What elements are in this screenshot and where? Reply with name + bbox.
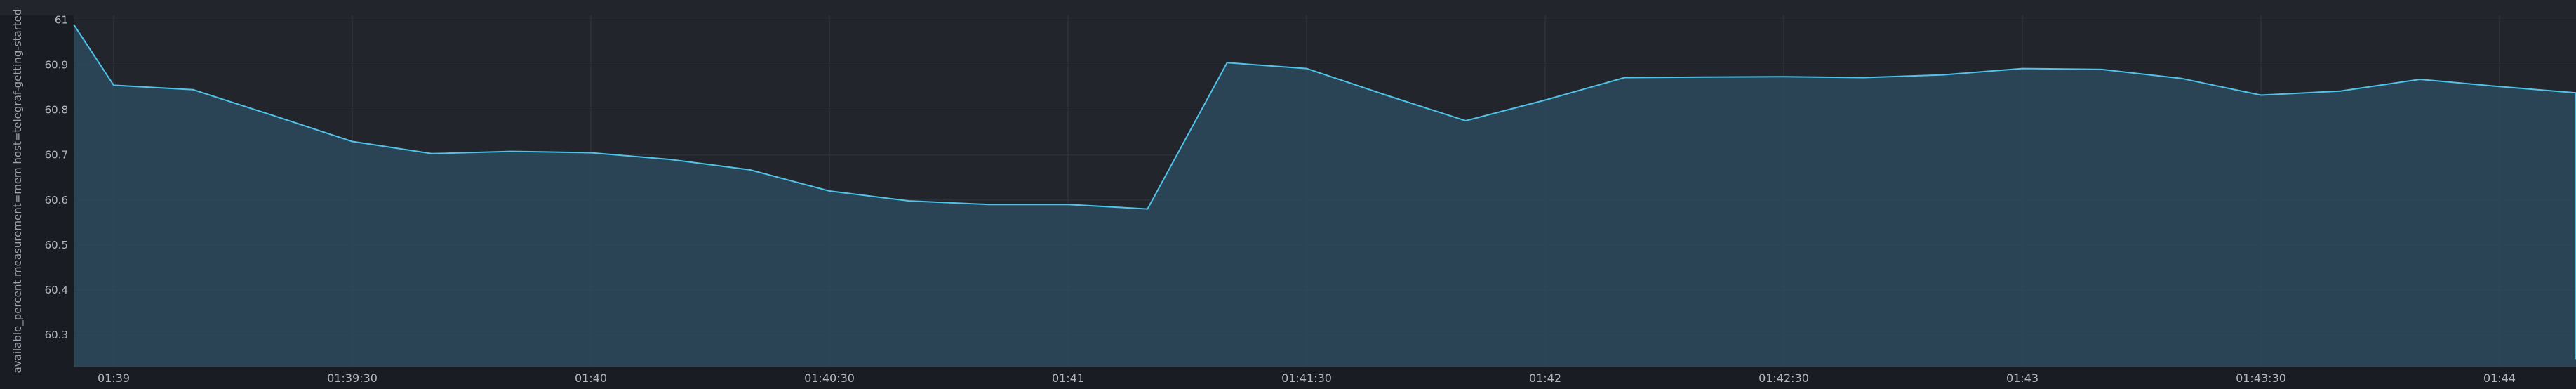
top-bar bbox=[0, 0, 2576, 15]
x-tick-label: 01:40:30 bbox=[804, 371, 855, 385]
x-tick-label: 01:41 bbox=[1052, 371, 1084, 385]
x-tick-label: 01:41:30 bbox=[1281, 371, 1332, 385]
y-tick-label: 60.6 bbox=[45, 194, 68, 206]
x-tick-label: 01:42 bbox=[1529, 371, 1561, 385]
y-tick-label: 60.9 bbox=[45, 59, 68, 72]
x-tick-label: 01:40 bbox=[575, 371, 607, 385]
y-axis-label: available_percent measurement=mem host=t… bbox=[11, 9, 25, 374]
y-tick-label: 60.8 bbox=[45, 104, 68, 117]
x-tick-label: 01:43:30 bbox=[2236, 371, 2286, 385]
x-tick-label: 01:43 bbox=[2006, 371, 2038, 385]
x-tick-label: 01:42:30 bbox=[1759, 371, 1809, 385]
y-tick-label: 61 bbox=[55, 13, 68, 26]
y-tick-label: 60.5 bbox=[45, 239, 68, 251]
y-tick-label: 60.3 bbox=[45, 329, 68, 341]
x-tick-label: 01:39:30 bbox=[327, 371, 378, 385]
y-tick-label: 60.4 bbox=[45, 284, 68, 296]
x-tick-label: 01:39 bbox=[98, 371, 130, 385]
y-tick-label: 60.7 bbox=[45, 149, 68, 161]
x-tick-label: 01:44 bbox=[2483, 371, 2516, 385]
